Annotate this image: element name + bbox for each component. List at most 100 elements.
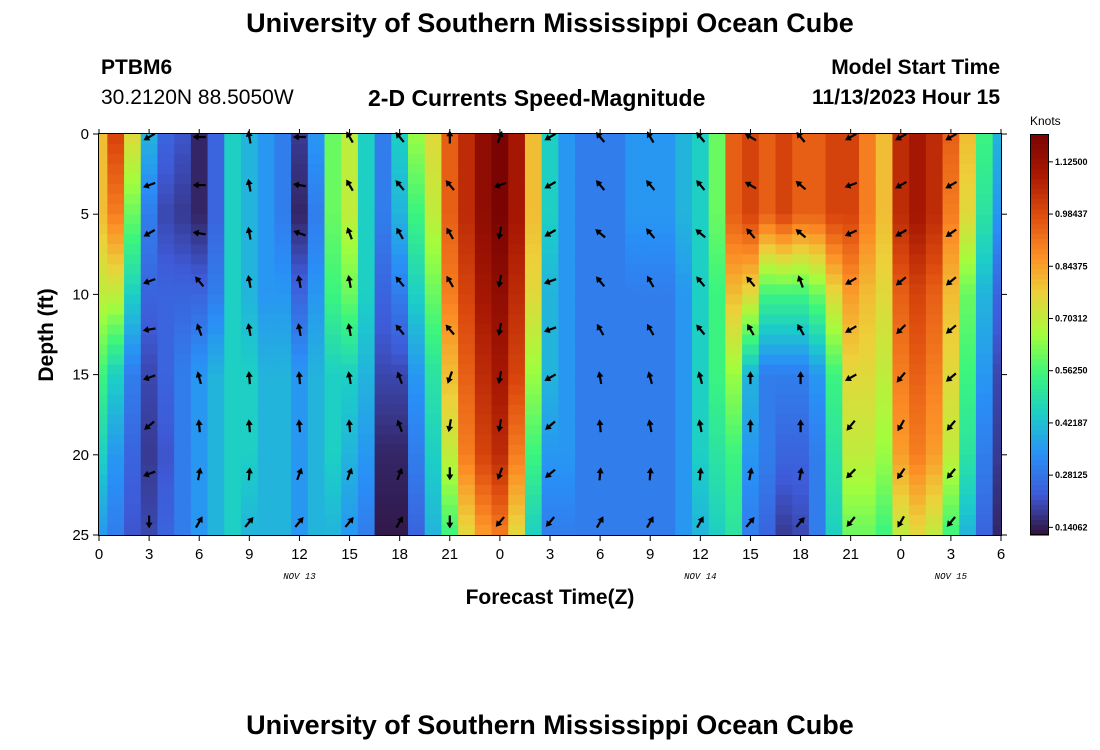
heatmap-cell [441,204,459,215]
heatmap-cell [825,344,843,356]
heatmap-cell [775,414,793,426]
heatmap-cell [975,254,994,265]
heatmap-cell [808,184,827,195]
heatmap-cell [274,154,292,165]
heatmap-cell [758,224,777,235]
heatmap-cell [892,444,910,456]
heatmap-cell [658,474,676,486]
heatmap-cell [758,214,777,225]
heatmap-cell [859,364,877,376]
heatmap-cell [558,274,576,285]
heatmap-cell [174,394,192,406]
heatmap-cell [240,204,259,215]
heatmap-cell [625,304,643,316]
heatmap-cell [408,334,426,346]
heatmap-cell [575,354,593,366]
heatmap-cell [691,234,710,245]
heatmap-cell [992,224,1002,235]
x-tick-label: 12 [692,546,709,563]
heatmap-cell [140,444,159,456]
heatmap-cell [424,334,443,346]
colorbar-frame [1030,134,1049,535]
heatmap-cell [157,254,175,265]
heatmap-cell [357,264,376,275]
heatmap-cell [190,404,209,416]
heatmap-cell [775,204,793,215]
heatmap-cell [424,254,443,265]
heatmap-cell [641,174,660,185]
heatmap-cell [291,294,309,306]
heatmap-cell [959,364,977,376]
heatmap-cell [424,474,443,486]
heatmap-cell [541,474,559,486]
heatmap-cell [892,524,910,536]
heatmap-cell [391,254,409,265]
heatmap-cell [291,504,309,516]
heatmap-cell [458,274,476,285]
heatmap-cell [708,194,726,205]
heatmap-cell [508,444,526,456]
heatmap-cell [190,264,209,275]
heatmap-cell [541,204,559,215]
heatmap-cell [925,504,944,516]
heatmap-cell [408,264,426,275]
heatmap-cell [524,494,543,506]
heatmap-cell [424,154,443,165]
heatmap-cell [859,304,877,316]
heatmap-cell [474,434,493,446]
heatmap-cell [959,224,977,235]
heatmap-cell [458,384,476,396]
heatmap-cell [792,294,810,306]
heatmap-cell [99,164,108,175]
heatmap-cell [524,324,543,336]
heatmap-cell [357,254,376,265]
heatmap-cell [975,344,994,356]
heatmap-cell [708,204,726,215]
heatmap-cell [408,514,426,526]
heatmap-cell [591,264,610,275]
heatmap-cell [307,314,326,326]
heatmap-cell [157,374,175,386]
heatmap-cell [992,334,1002,346]
heatmap-cell [474,394,493,406]
heatmap-cell [240,394,259,406]
current-vector-arrow [295,419,303,433]
heatmap-cell [240,244,259,255]
heatmap-cell [992,464,1002,476]
heatmap-cell [224,224,242,235]
heatmap-cell [458,414,476,426]
heatmap-cell [157,304,175,316]
heatmap-cell [124,374,142,386]
heatmap-cell [725,234,743,245]
heatmap-cell [708,144,726,155]
heatmap-cell [959,234,977,245]
colorbar-segment [1030,214,1049,220]
heatmap-cell [508,224,526,235]
heatmap-cell [524,134,543,145]
heatmap-cell [474,404,493,416]
heatmap-cell [408,244,426,255]
heatmap-cell [374,224,392,235]
heatmap-cell [374,514,392,526]
heatmap-cell [575,144,593,155]
heatmap-cell [124,354,142,366]
heatmap-cell [541,314,559,326]
heatmap-cell [792,304,810,316]
heatmap-cell [658,324,676,336]
heatmap-cell [975,414,994,426]
heatmap-cell [441,214,459,225]
heatmap-cell [491,184,509,195]
heatmap-cell [675,234,693,245]
heatmap-cell [491,334,509,346]
heatmap-cell [575,304,593,316]
heatmap-cell [641,404,660,416]
colorbar-segment [1030,409,1049,416]
heatmap-cell [207,144,225,155]
heatmap-cell [508,314,526,326]
heatmap-cell [691,294,710,306]
heatmap-cell [875,154,894,165]
heatmap-cell [541,144,559,155]
heatmap-cell [808,144,827,155]
heatmap-cell [608,514,626,526]
heatmap-cell [691,224,710,235]
